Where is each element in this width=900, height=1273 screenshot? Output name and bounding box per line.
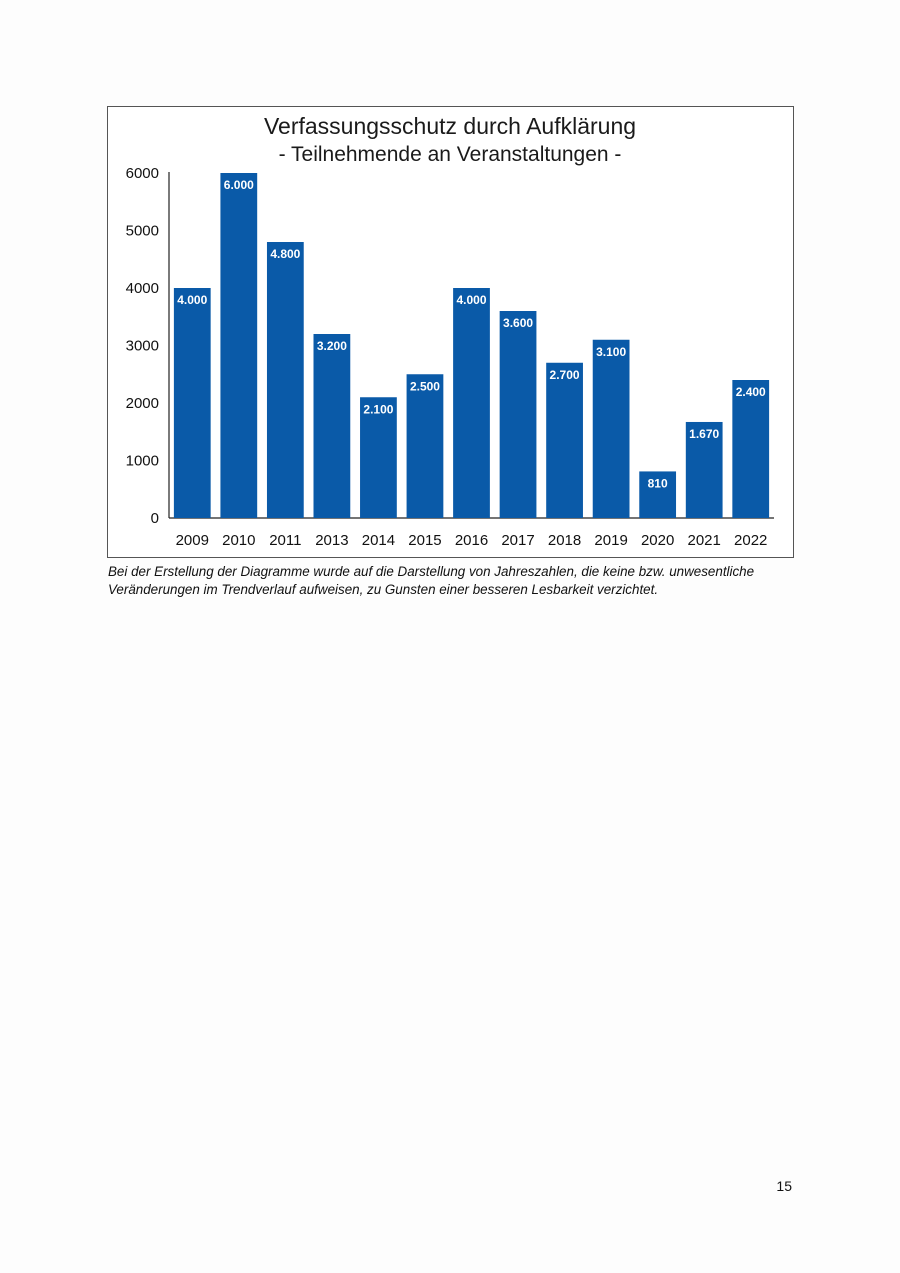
bar-value-label: 1.670: [689, 427, 719, 441]
x-tick-label: 2016: [455, 532, 488, 549]
bar-value-label: 2.700: [550, 368, 580, 382]
x-tick-label: 2009: [176, 532, 209, 549]
chart-footnote: Bei der Erstellung der Diagramme wurde a…: [108, 564, 755, 597]
bar: [220, 173, 258, 518]
chart-subtitle: - Teilnehmende an Veranstaltungen -: [279, 143, 622, 166]
y-tick-label: 3000: [126, 338, 159, 355]
x-tick-label: 2015: [408, 532, 441, 549]
x-tick-label: 2011: [269, 532, 301, 549]
y-tick-label: 6000: [126, 165, 159, 182]
bar-value-label: 3.200: [317, 339, 347, 353]
x-tick-label: 2018: [548, 532, 581, 549]
bar: [546, 362, 583, 518]
bar: [173, 288, 211, 518]
bar: [499, 311, 537, 518]
page-number: 15: [776, 1178, 792, 1194]
bar-value-label: 810: [648, 476, 668, 490]
bar: [592, 339, 630, 518]
bar: [313, 334, 351, 518]
bar-value-label: 2.400: [736, 385, 766, 399]
x-tick-label: 2022: [734, 532, 767, 549]
bar-value-label: 4.800: [270, 247, 300, 261]
y-tick-label: 2000: [126, 395, 159, 412]
x-tick-label: 2010: [222, 532, 255, 549]
bar: [266, 242, 304, 518]
bar: [732, 380, 770, 518]
x-tick-label: 2014: [362, 532, 395, 549]
bar: [360, 397, 397, 518]
bar-value-label: 6.000: [224, 178, 254, 192]
y-tick-label: 4000: [126, 280, 159, 297]
x-tick-label: 2019: [594, 532, 627, 549]
x-tick-label: 2013: [315, 532, 348, 549]
bar: [453, 288, 490, 518]
bar-value-label: 4.000: [177, 293, 207, 307]
bar-value-label: 3.100: [596, 345, 626, 359]
y-tick-label: 1000: [126, 453, 159, 470]
chart: Verfassungsschutz durch Aufklärung - Tei…: [107, 106, 794, 558]
x-tick-label: 2020: [641, 532, 674, 549]
bar: [406, 374, 444, 518]
bar: [639, 471, 677, 518]
bar-value-label: 2.100: [363, 402, 393, 416]
y-tick-label: 0: [151, 510, 159, 527]
chart-title: Verfassungsschutz durch Aufklärung: [264, 113, 636, 139]
bar-value-label: 2.500: [410, 379, 440, 393]
bar: [685, 421, 723, 518]
bar-value-label: 3.600: [503, 316, 533, 330]
y-tick-label: 5000: [126, 223, 159, 240]
x-tick-label: 2021: [688, 532, 721, 549]
x-tick-label: 2017: [501, 532, 534, 549]
bar-value-label: 4.000: [456, 293, 486, 307]
